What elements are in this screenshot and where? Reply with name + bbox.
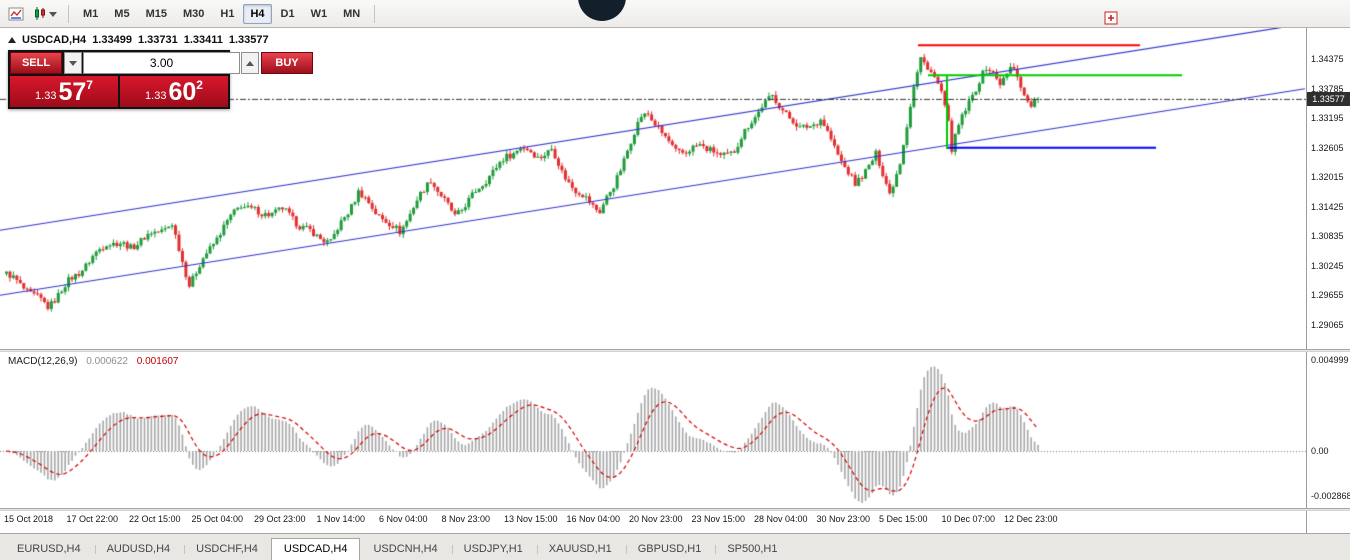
timeframe-group: M1 M5 M15 M30 H1 H4 D1 W1 MN [75,3,368,24]
tab-USDCAD-H4[interactable]: USDCAD,H4 [270,538,361,560]
volume-input[interactable] [83,52,240,74]
macd-canvas[interactable] [0,352,1306,508]
alert-icon-glyph [1104,11,1118,25]
chart-icon[interactable] [5,3,27,25]
y-axis-label: 1.33195 [1311,113,1344,123]
buy-price-prefix: 1.33 [145,90,167,102]
sell-price-display[interactable]: 1.33 57 7 [10,76,118,107]
panel-separator[interactable] [0,349,1350,352]
current-price-badge: 1.33577 [1307,91,1350,106]
x-axis-label: 23 Nov 15:00 [691,514,746,524]
tab-USDCHF-H4[interactable]: USDCHF,H4 [183,538,271,560]
tab-GBPUSD-H1[interactable]: GBPUSD,H1 [625,538,715,560]
x-axis-label: 17 Oct 22:00 [66,514,119,524]
timeframe-MN[interactable]: MN [343,7,361,20]
macd-axis-label-min: -0.002868 [1311,491,1350,501]
caret-down-icon [69,60,77,66]
x-axis-label: 20 Nov 23:00 [629,514,683,524]
timeframe-M1[interactable]: M1 [83,7,99,20]
sell-price-pip-digit: 7 [86,78,93,92]
x-axis-label: 29 Oct 23:00 [254,514,306,524]
one-click-toggle-icon[interactable] [8,37,16,43]
open-value: 1.33499 [92,34,132,46]
tab-EURUSD-H4[interactable]: EURUSD,H4 [17,543,81,555]
y-axis-label: 1.29655 [1311,290,1344,300]
y-axis-label: 1.30245 [1311,260,1344,271]
timeframe-M5[interactable]: M5 [114,7,130,20]
panel-separator[interactable] [0,508,1350,511]
volume-increase-button[interactable] [241,52,259,74]
buy-button[interactable]: BUY [261,52,313,74]
x-axis-label: 28 Nov 04:00 [754,514,808,524]
axis-divider [1306,28,1307,533]
y-axis-label: 1.33785 [1311,83,1344,94]
x-axis-label: 13 Nov 15:00 [504,514,558,524]
timeframe-M15[interactable]: M15 [145,7,167,20]
tab-USDJPY-H1[interactable]: USDJPY,H1 [451,538,536,560]
x-axis-label: 6 Nov 04:00 [379,514,428,524]
x-axis-label: 12 Dec 23:00 [1004,514,1058,524]
buy-price-big-digits: 60 [168,78,197,106]
macd-name: MACD(12,26,9) [8,356,78,367]
close-value: 1.33577 [228,34,269,46]
volume-decrease-button[interactable] [64,52,82,74]
tab-SP500-H1[interactable]: SP500,H1 [714,538,790,560]
x-axis-label: 25 Oct 04:00 [191,514,244,524]
chart-icon-glyph [8,7,24,20]
symbol-period-label: USDCAD,H4 [22,34,87,46]
y-axis-label: 1.34375 [1311,54,1344,64]
timeframe-W1[interactable]: W1 [310,7,328,20]
y-axis-label: 1.32605 [1311,142,1344,153]
x-axis-label: 30 Nov 23:00 [816,514,871,524]
chart-title: USDCAD,H4 1.33499 1.33731 1.33411 1.3357… [8,34,269,46]
sell-price-big-digits: 57 [58,78,87,106]
tab-XAUUSD-H1[interactable]: XAUUSD,H1 [536,538,625,560]
timeframe-M30[interactable]: M30 [182,7,205,20]
timeframe-H4[interactable]: H4 [243,3,272,24]
x-axis-label: 16 Nov 04:00 [566,514,621,524]
one-click-trading-panel: SELL BUY 1.33 57 7 1.33 60 2 [8,50,313,109]
macd-header: MACD(12,26,9) 0.000622 0.001607 [8,356,178,367]
time-axis: 15 Oct 2018 17 Oct 22:00 22 Oct 15:00 25 Oc… [0,511,1306,529]
y-axis-label: 1.30835 [1311,231,1344,241]
y-axis-label: 1.32015 [1311,172,1344,182]
sell-price-prefix: 1.33 [35,90,57,102]
low-value: 1.33411 [183,34,223,46]
volume-control [64,52,259,74]
chart-tabs: EURUSD,H4 AUDUSD,H4 USDCHF,H4 USDCAD,H4 USDC… [0,533,1350,560]
buy-price-display[interactable]: 1.33 60 2 [120,76,228,107]
toolbar-separator [374,4,376,23]
x-axis-label: 8 Nov 23:00 [441,514,491,524]
candlestick-icon-glyph [35,6,57,20]
sell-button[interactable]: SELL [10,52,62,74]
y-axis-label: 1.29065 [1311,319,1344,330]
buy-price-pip-digit: 2 [196,78,203,92]
y-axis-label: 1.31425 [1311,201,1344,212]
high-value: 1.33731 [137,34,178,46]
tab-USDCNH-H4[interactable]: USDCNH,H4 [373,543,438,555]
overlay-circle [578,0,626,21]
candlestick-chart-icon[interactable] [29,3,61,25]
x-axis-label: 15 Oct 2018 [4,514,54,524]
toolbar-separator [68,4,69,23]
x-axis-label: 1 Nov 14:00 [316,514,366,524]
tab-AUDUSD-H4[interactable]: AUDUSD,H4 [94,538,184,560]
macd-signal-value: 0.001607 [136,356,179,367]
timeframe-H1[interactable]: H1 [220,7,235,20]
macd-axis-label-max: 0.004999 [1311,355,1349,365]
macd-axis-label-zero: 0.00 [1311,446,1329,456]
caret-up-icon [246,60,254,66]
x-axis-label: 10 Dec 07:00 [941,514,996,524]
alert-icon[interactable] [1101,7,1121,29]
toolbar: M1 M5 M15 M30 H1 H4 D1 W1 MN [0,0,1350,28]
macd-main-value: 0.000622 [86,356,128,367]
timeframe-D1[interactable]: D1 [280,7,295,20]
x-axis-label: 5 Dec 15:00 [879,514,928,524]
x-axis-label: 22 Oct 15:00 [129,514,181,524]
